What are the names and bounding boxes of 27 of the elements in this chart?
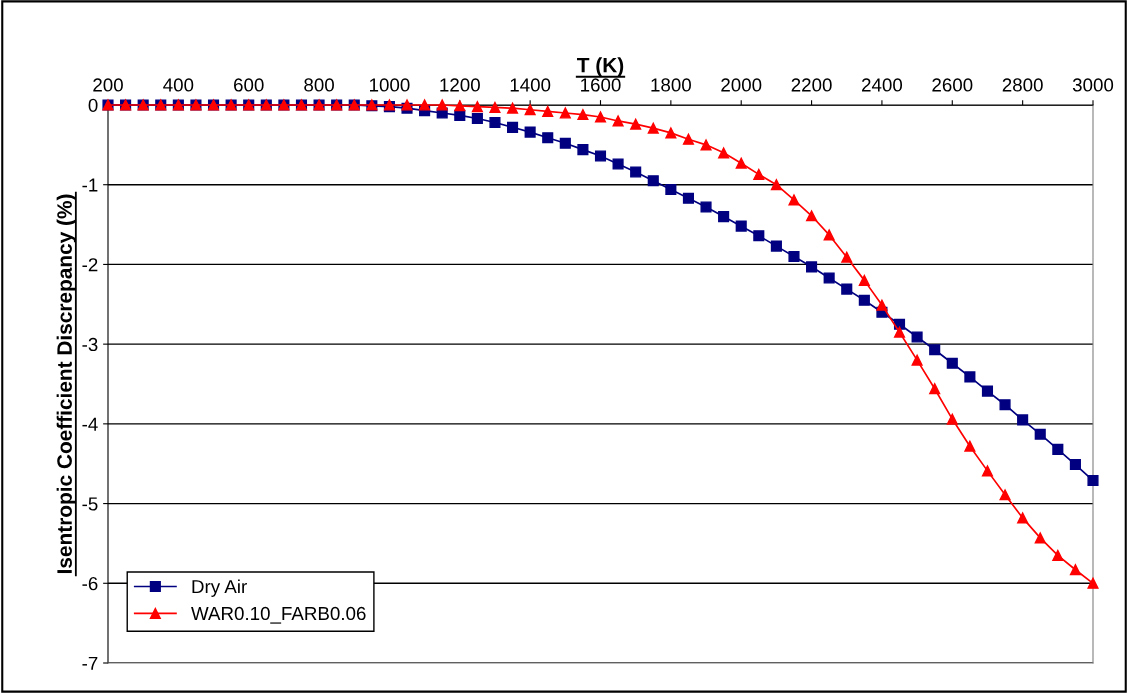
legend-label: Dry Air <box>192 579 247 597</box>
legend-label: WAR0.10_FARB0.06 <box>191 606 366 624</box>
y-tick-label: -2 <box>82 258 98 272</box>
y-tick-label: -6 <box>82 576 98 591</box>
x-tick-label: 2600 <box>932 78 973 92</box>
x-tick-label: 2200 <box>791 78 832 92</box>
x-tick-label: 2000 <box>721 78 762 92</box>
y-tick-label: -7 <box>82 656 98 670</box>
x-tick-label: 400 <box>163 78 194 92</box>
y-tick-label: -5 <box>82 497 98 511</box>
y-tick-label: -4 <box>82 417 98 431</box>
y-tick-label: -1 <box>82 178 98 192</box>
x-axis-title: T (K) <box>577 57 624 77</box>
y-tick-label: -3 <box>82 337 98 352</box>
x-tick-label: 2400 <box>862 78 903 92</box>
y-tick-label: 0 <box>88 98 98 112</box>
x-tick-label: 1200 <box>440 78 480 92</box>
y-axis-title: Isentropic Coefficient Discrepancy (%) <box>56 194 77 574</box>
x-tick-label: 800 <box>304 78 334 92</box>
x-tick-label: 1400 <box>510 78 551 92</box>
x-tick-label: 600 <box>234 78 264 92</box>
x-tick-label: 1600 <box>581 78 621 92</box>
x-tick-label: 3000 <box>1072 78 1114 92</box>
x-tick-label: 2800 <box>1002 78 1043 92</box>
x-tick-label: 1800 <box>651 78 691 92</box>
x-tick-label: 1000 <box>370 78 410 92</box>
x-tick-label: 200 <box>93 78 123 92</box>
